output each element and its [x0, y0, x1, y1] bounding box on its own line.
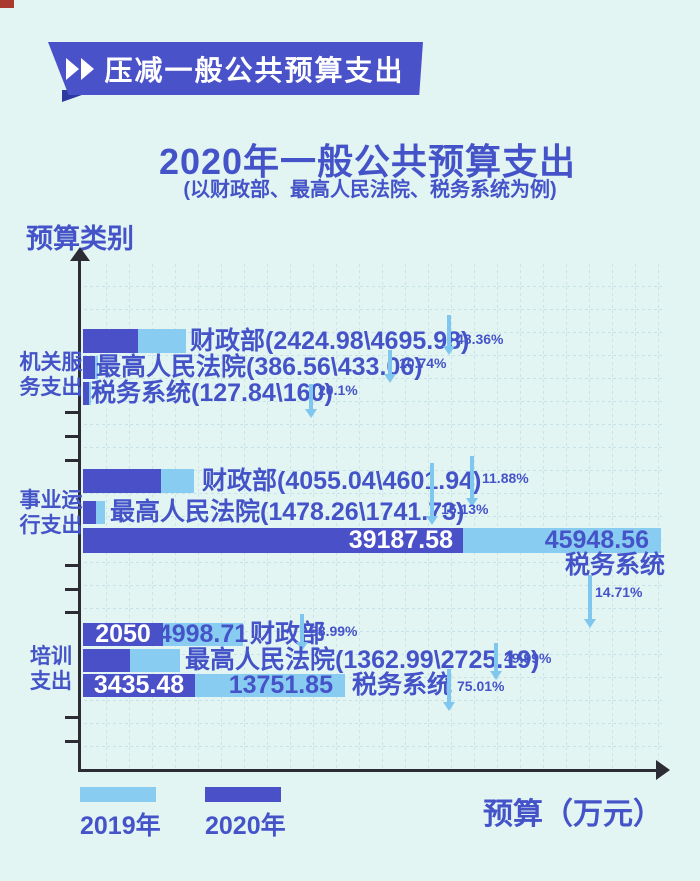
- decrease-arrow-icon: [490, 643, 502, 680]
- decrease-arrow-icon: [384, 350, 396, 383]
- reduction-percent: 11.88%: [482, 470, 529, 486]
- bar-2020-segment: [83, 329, 138, 353]
- category-label: 机关服 务支出: [19, 351, 83, 399]
- category-label: 培训 支出: [30, 645, 72, 693]
- reduction-percent: 15.13%: [441, 501, 489, 517]
- decrease-arrow-icon: [426, 463, 438, 525]
- decrease-arrow-icon: [466, 456, 478, 507]
- play-triangle-icon: [66, 57, 80, 80]
- axis-tick: [65, 435, 79, 438]
- category-label: 事业运 行支出: [19, 489, 83, 537]
- bar-2020-segment: [83, 469, 161, 493]
- decrease-arrow-icon: [443, 315, 455, 355]
- section-banner: 压减一般公共预算支出: [48, 42, 423, 95]
- bar-2019-segment: [89, 382, 91, 405]
- bar-label: 税务系统(127.84\160): [91, 379, 333, 407]
- bar-label: 税务系统: [352, 671, 453, 699]
- bar-2019-segment: [130, 649, 180, 672]
- corner-red-mark: [0, 0, 14, 8]
- bar-2019-segment: [161, 469, 194, 493]
- bar-label: 最高人民法院(386.56\433.06): [96, 353, 423, 381]
- reduction-percent: 75.01%: [457, 678, 505, 694]
- bar-2020-segment: 39187.58: [83, 526, 463, 554]
- bar-2019-segment: [95, 356, 98, 379]
- x-axis-line: [78, 769, 659, 772]
- axis-tick: [65, 716, 79, 719]
- bar-label: 最高人民法院(1362.99\2725.19): [185, 646, 540, 674]
- axis-tick: [65, 459, 79, 462]
- banner-label: 压减一般公共预算支出: [104, 54, 405, 86]
- legend-swatch-2019: [80, 787, 156, 802]
- bar-label: 税务系统: [565, 551, 666, 579]
- bar-2019-segment: 4998.71: [157, 620, 249, 648]
- x-axis-title: 预算（万元）: [483, 798, 663, 831]
- bar-label: 最高人民法院(1478.26\1741.73): [110, 498, 465, 526]
- bar-2020-segment: 3435.48: [83, 671, 195, 699]
- y-axis-arrow-icon: [70, 247, 90, 261]
- bar-2020-segment: [83, 649, 130, 672]
- bar-2019-segment: 13751.85: [195, 671, 345, 699]
- bar-2020-segment: 2050: [83, 620, 163, 648]
- axis-tick: [65, 740, 79, 743]
- axis-tick: [65, 564, 79, 567]
- play-triangle-icon: [81, 57, 95, 80]
- bar-2020-segment: [83, 382, 89, 405]
- bar-label: 财政部(2424.98\4695.98): [190, 327, 470, 355]
- decrease-arrow-icon: [296, 614, 308, 651]
- fast-forward-icon: [66, 57, 95, 80]
- y-axis-line: [78, 258, 81, 771]
- axis-tick: [65, 611, 79, 614]
- decrease-arrow-icon: [443, 669, 455, 711]
- axis-tick: [65, 588, 79, 591]
- decrease-arrow-icon: [305, 384, 317, 418]
- chart-title: 2020年一般公共预算支出: [158, 141, 577, 182]
- decrease-arrow-icon: [584, 575, 596, 628]
- bar-2019-segment: [138, 329, 186, 353]
- bar-2019-segment: [96, 501, 105, 524]
- bar-label: 财政部(4055.04\4601.94): [202, 467, 482, 495]
- bar-2020-segment: [83, 501, 96, 524]
- reduction-percent: 48.36%: [456, 331, 504, 347]
- reduction-percent: 10.74%: [399, 355, 447, 371]
- chart-subtitle: (以财政部、最高人民法院、税务系统为例): [183, 179, 557, 201]
- legend-label-2020: 2020年: [205, 812, 286, 840]
- reduction-percent: 58.99%: [310, 623, 358, 639]
- reduction-percent: 20.1%: [318, 382, 358, 398]
- bar-2020-segment: [83, 356, 95, 379]
- x-axis-arrow-icon: [656, 760, 670, 780]
- reduction-percent: 49.99%: [504, 650, 552, 666]
- reduction-percent: 14.71%: [595, 584, 643, 600]
- legend-swatch-2020: [205, 787, 281, 802]
- bar-2019-segment: 45948.56: [463, 526, 661, 554]
- legend-label-2019: 2019年: [80, 812, 161, 840]
- bar-label: 财政部: [250, 620, 326, 648]
- axis-tick: [65, 411, 79, 414]
